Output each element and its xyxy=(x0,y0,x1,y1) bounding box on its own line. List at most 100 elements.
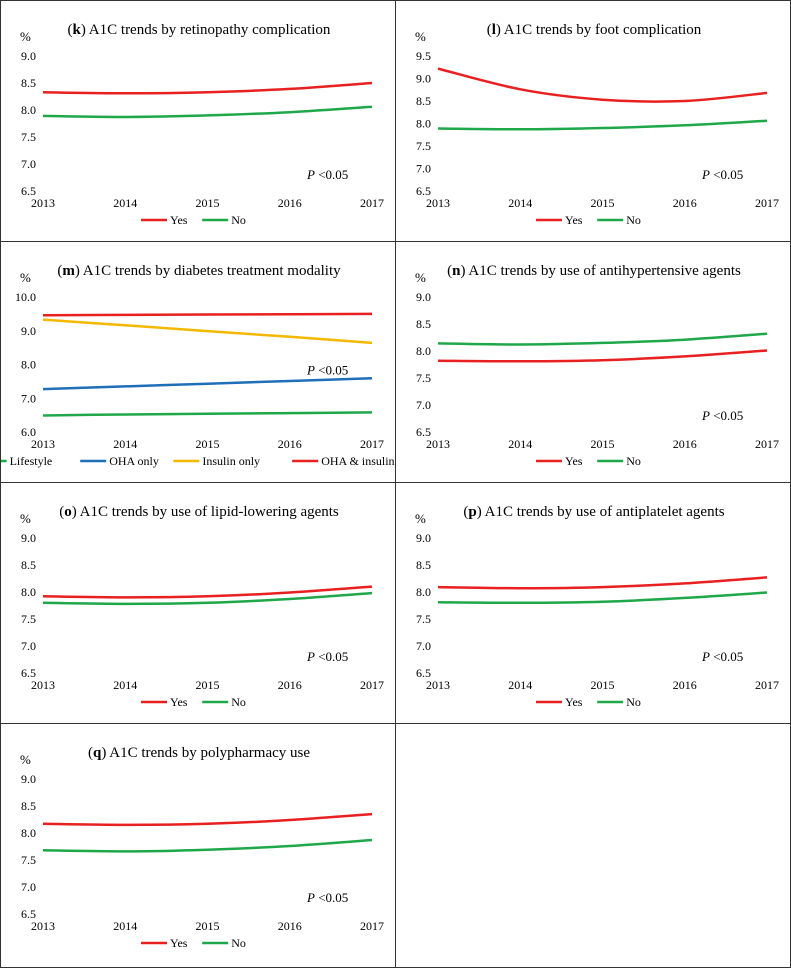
p-value-annotation: P <0.05 xyxy=(306,649,348,664)
series-line-insulin-only xyxy=(42,318,373,345)
p-value-annotation: P <0.05 xyxy=(701,649,743,664)
legend: Yes No xyxy=(536,454,641,468)
y-tick-label: 8.5 xyxy=(416,94,431,108)
y-tick-label: 8.0 xyxy=(416,344,431,358)
y-tick-label: 8.0 xyxy=(21,826,36,840)
y-tick-label: 8.5 xyxy=(21,799,36,813)
x-tick-label: 2016 xyxy=(673,678,697,692)
chart-p: % (p) A1C trends by use of antiplatelet a… xyxy=(415,504,779,709)
chart-panel-k: % (k) A1C trends by retinopathy complicat… xyxy=(0,0,396,242)
x-tick-label: 2017 xyxy=(755,437,779,451)
y-tick-label: 7.5 xyxy=(21,612,36,626)
chart-title: (l) A1C trends by foot complication xyxy=(487,22,702,38)
legend-label: Yes xyxy=(565,213,583,227)
chart-title: (m) A1C trends by diabetes treatment mod… xyxy=(57,263,341,279)
p-value-annotation: P <0.05 xyxy=(306,363,348,378)
series-line-no xyxy=(42,838,373,853)
legend: Yes No xyxy=(141,936,246,950)
y-axis-unit-label: % xyxy=(415,511,426,526)
x-tick-label: 2017 xyxy=(755,196,779,210)
y-tick-label: 8.5 xyxy=(416,317,431,331)
chart-title: (o) A1C trends by use of lipid-lowering … xyxy=(59,504,339,520)
p-value-annotation: P <0.05 xyxy=(306,890,348,905)
y-tick-label: 6.5 xyxy=(21,666,36,680)
chart-title: (q) A1C trends by polypharmacy use xyxy=(88,745,310,761)
y-axis-unit-label: % xyxy=(20,270,31,285)
x-tick-label: 2015 xyxy=(591,196,615,210)
x-tick-label: 2016 xyxy=(673,437,697,451)
legend: Yes No xyxy=(536,695,641,709)
y-tick-label: 6.0 xyxy=(21,425,36,439)
x-tick-label: 2013 xyxy=(31,437,55,451)
x-tick-label: 2014 xyxy=(113,678,137,692)
legend: Yes No xyxy=(536,213,641,227)
y-tick-label: 6.5 xyxy=(21,184,36,198)
y-tick-label: 8.0 xyxy=(416,585,431,599)
x-tick-label: 2014 xyxy=(113,437,137,451)
x-tick-label: 2016 xyxy=(278,437,302,451)
legend-label: Lifestyle xyxy=(10,454,53,468)
y-tick-label: 9.0 xyxy=(21,324,36,338)
x-tick-label: 2017 xyxy=(360,919,384,933)
y-tick-label: 7.5 xyxy=(416,612,431,626)
x-tick-label: 2016 xyxy=(278,196,302,210)
y-tick-label: 9.0 xyxy=(21,49,36,63)
legend-label: OHA & insulin xyxy=(321,454,394,468)
y-tick-label: 6.5 xyxy=(416,184,431,198)
y-tick-label: 7.0 xyxy=(21,391,36,405)
y-tick-label: 7.0 xyxy=(21,880,36,894)
legend-label: Yes xyxy=(170,695,188,709)
chart-panel-m: % (m) A1C trends by diabetes treatment mo… xyxy=(0,241,396,483)
x-tick-label: 2017 xyxy=(360,678,384,692)
series-line-yes xyxy=(42,812,373,827)
chart-k: % (k) A1C trends by retinopathy complicat… xyxy=(20,22,384,227)
x-tick-label: 2013 xyxy=(31,919,55,933)
legend: Yes No xyxy=(141,213,246,227)
p-value-annotation: P <0.05 xyxy=(701,167,743,182)
y-tick-label: 8.5 xyxy=(21,76,36,90)
series-line-oha-only xyxy=(42,377,373,391)
chart-q: % (q) A1C trends by polypharmacy use 9.0 8.… xyxy=(20,745,384,950)
x-tick-label: 2013 xyxy=(31,196,55,210)
y-tick-label: 6.5 xyxy=(416,425,431,439)
legend-label: Yes xyxy=(565,695,583,709)
y-tick-label: 9.0 xyxy=(416,290,431,304)
x-tick-label: 2016 xyxy=(278,919,302,933)
x-tick-label: 2014 xyxy=(113,196,137,210)
x-tick-label: 2017 xyxy=(360,437,384,451)
chart-panel-o: % (o) A1C trends by use of lipid-lowering… xyxy=(0,482,396,724)
y-tick-label: 8.5 xyxy=(416,558,431,572)
x-tick-label: 2013 xyxy=(426,437,450,451)
x-tick-label: 2014 xyxy=(508,437,532,451)
series-line-lifestyle xyxy=(42,411,373,417)
legend-label: No xyxy=(626,454,641,468)
legend: Yes No xyxy=(141,695,246,709)
series-line-no xyxy=(437,332,768,346)
x-tick-label: 2013 xyxy=(426,196,450,210)
series-line-yes xyxy=(437,576,768,590)
y-tick-label: 7.5 xyxy=(21,853,36,867)
series-line-no xyxy=(437,119,768,131)
series-line-yes xyxy=(437,349,768,363)
y-tick-label: 7.0 xyxy=(21,639,36,653)
p-value-annotation: P <0.05 xyxy=(701,408,743,423)
x-tick-label: 2017 xyxy=(360,196,384,210)
legend: Lifestyle OHA only Insulin only OHA & insul… xyxy=(1,454,395,468)
x-tick-label: 2014 xyxy=(508,196,532,210)
y-tick-label: 7.5 xyxy=(416,139,431,153)
y-tick-label: 6.5 xyxy=(21,907,36,921)
legend-label: No xyxy=(231,936,246,950)
x-tick-label: 2015 xyxy=(591,437,615,451)
x-tick-label: 2015 xyxy=(196,196,220,210)
y-tick-label: 9.0 xyxy=(416,72,431,86)
p-value-annotation: P <0.05 xyxy=(306,167,348,182)
y-tick-label: 8.0 xyxy=(416,117,431,131)
y-tick-label: 7.0 xyxy=(416,639,431,653)
x-tick-label: 2015 xyxy=(196,919,220,933)
y-tick-label: 8.0 xyxy=(21,358,36,372)
x-tick-label: 2015 xyxy=(196,437,220,451)
chart-panel-p: % (p) A1C trends by use of antiplatelet a… xyxy=(395,482,791,724)
y-tick-label: 8.0 xyxy=(21,103,36,117)
chart-l: % (l) A1C trends by foot complication 9.5 9… xyxy=(415,22,779,227)
legend-label: Yes xyxy=(170,936,188,950)
